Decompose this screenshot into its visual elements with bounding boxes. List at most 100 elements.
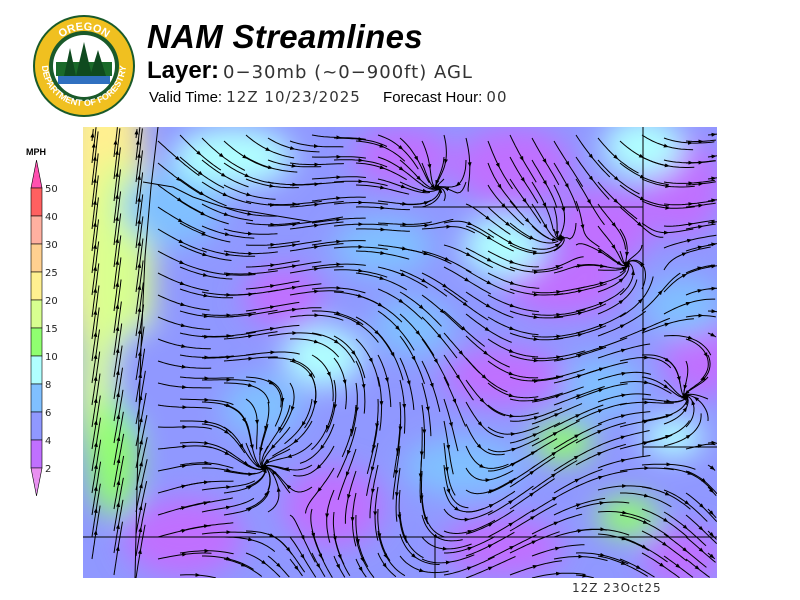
streamline xyxy=(286,484,313,493)
streamline xyxy=(553,434,580,450)
streamline xyxy=(510,242,537,252)
streamline xyxy=(442,311,464,331)
streamline xyxy=(206,462,234,469)
streamline xyxy=(352,519,357,547)
streamline xyxy=(711,534,717,540)
streamline xyxy=(157,360,187,369)
streamline xyxy=(223,271,254,276)
streamline xyxy=(117,323,123,351)
streamline xyxy=(345,448,357,477)
streamline xyxy=(536,316,564,319)
streamline xyxy=(91,485,98,516)
streamline xyxy=(446,469,456,496)
streamline xyxy=(479,446,505,456)
streamline xyxy=(311,376,318,406)
streamline xyxy=(707,552,715,559)
streamline xyxy=(205,274,233,280)
streamline xyxy=(371,360,380,387)
streamline xyxy=(531,355,562,360)
streamline xyxy=(553,333,584,340)
streamline xyxy=(182,304,210,311)
streamline xyxy=(113,303,120,334)
streamline xyxy=(338,287,366,294)
streamline xyxy=(91,142,96,164)
legend-tick-label: 8 xyxy=(45,380,51,391)
streamline xyxy=(350,404,357,435)
streamline xyxy=(157,552,188,560)
streamline xyxy=(355,140,385,148)
streamline xyxy=(553,503,582,516)
streamline xyxy=(355,536,364,563)
streamline xyxy=(558,309,586,316)
streamline xyxy=(553,140,570,167)
streamline xyxy=(289,182,320,187)
streamline xyxy=(597,278,624,293)
streamline xyxy=(641,508,669,523)
streamline xyxy=(619,419,649,428)
streamline xyxy=(646,495,672,508)
streamline xyxy=(545,183,558,208)
streamline xyxy=(685,527,707,547)
streamline xyxy=(138,194,144,222)
streamline xyxy=(554,485,580,499)
legend-unit: MPH xyxy=(26,147,46,157)
legend-swatch xyxy=(30,439,43,469)
streamline xyxy=(267,357,298,362)
streamline xyxy=(377,156,404,171)
streamline xyxy=(711,513,717,519)
streamline xyxy=(399,335,416,362)
legend-tick-label: 6 xyxy=(45,408,51,419)
streamline xyxy=(116,213,122,241)
streamline xyxy=(95,505,101,533)
streamline xyxy=(201,355,232,360)
streamline xyxy=(663,379,687,399)
streamline xyxy=(426,218,454,226)
streamline xyxy=(91,397,98,428)
streamline xyxy=(553,478,580,494)
streamline xyxy=(289,140,319,149)
streamline xyxy=(157,338,187,348)
streamline xyxy=(712,468,716,471)
streamline xyxy=(344,382,347,410)
streamline xyxy=(223,470,254,477)
streamline xyxy=(344,496,349,524)
streamline xyxy=(241,446,260,468)
streamline xyxy=(353,353,366,379)
streamline xyxy=(712,556,716,560)
streamline xyxy=(399,555,425,573)
streamline xyxy=(426,253,452,265)
streamline xyxy=(201,423,230,435)
streamline xyxy=(619,355,650,362)
legend-swatch xyxy=(30,299,43,329)
streamline xyxy=(421,272,448,288)
streamline xyxy=(663,181,694,186)
streamline xyxy=(373,486,379,517)
streamline xyxy=(531,496,558,513)
streamline xyxy=(498,165,513,190)
streamline xyxy=(465,225,493,240)
streamline xyxy=(95,307,100,335)
streamline xyxy=(91,463,98,494)
streamline xyxy=(559,209,566,237)
streamline xyxy=(443,310,466,331)
streamline xyxy=(489,237,514,252)
streamline xyxy=(360,246,388,250)
streamline xyxy=(624,371,652,375)
streamline xyxy=(333,158,364,163)
streamline xyxy=(289,536,305,560)
streamline xyxy=(302,556,317,578)
streamline xyxy=(644,317,671,330)
streamline xyxy=(641,222,669,235)
streamline xyxy=(535,422,561,435)
streamline xyxy=(443,398,453,428)
layer-label: Layer: xyxy=(147,57,220,84)
streamline xyxy=(355,514,360,545)
streamline xyxy=(663,222,694,227)
streamline xyxy=(700,160,716,163)
streamline xyxy=(382,146,406,162)
streamline xyxy=(338,217,366,220)
streamline xyxy=(311,332,340,344)
streamline xyxy=(707,508,714,516)
streamline xyxy=(377,310,400,331)
streamline xyxy=(113,545,120,576)
